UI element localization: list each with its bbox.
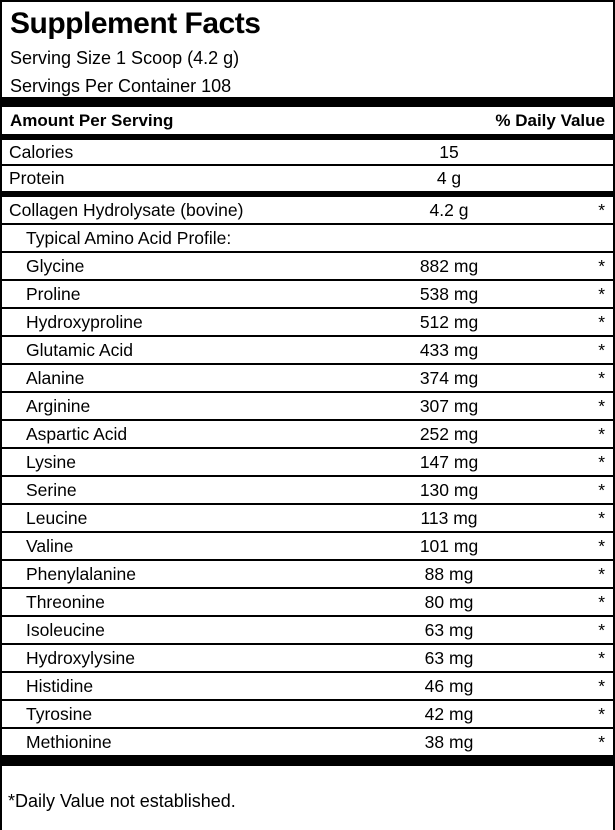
- nutrient-name: Collagen Hydrolysate (bovine): [9, 200, 244, 220]
- table-row: Tyrosine 42 mg *: [2, 701, 613, 729]
- daily-value-cell: *: [598, 284, 605, 304]
- daily-value-cell: *: [598, 200, 605, 220]
- nutrient-amount: 38 mg: [424, 732, 474, 752]
- table-row: Glycine 882 mg *: [2, 253, 613, 281]
- table-row: Arginine 307 mg *: [2, 393, 613, 421]
- table-row: Glutamic Acid 433 mg *: [2, 337, 613, 365]
- column-header-row: Amount Per Serving % Daily Value: [2, 107, 613, 134]
- nutrient-name: Proline: [26, 284, 81, 304]
- nutrient-name: Alanine: [26, 368, 85, 388]
- nutrient-name: Calories: [9, 142, 74, 162]
- daily-value-cell: *: [598, 732, 605, 752]
- nutrient-name: Valine: [26, 536, 74, 556]
- table-row: Protein 4 g: [2, 166, 613, 197]
- table-row: Calories 15: [2, 140, 613, 166]
- nutrient-amount: 80 mg: [424, 592, 474, 612]
- serving-size: Serving Size 1 Scoop (4.2 g): [10, 48, 240, 68]
- nutrient-name: Isoleucine: [26, 620, 105, 640]
- table-row: Collagen Hydrolysate (bovine) 4.2 g *: [2, 197, 613, 225]
- daily-value-header: % Daily Value: [495, 111, 605, 130]
- daily-value-cell: *: [598, 312, 605, 332]
- footnote: *Daily Value not established.: [8, 791, 236, 811]
- nutrient-amount: 882 mg: [419, 256, 479, 276]
- nutrient-amount: 252 mg: [419, 424, 479, 444]
- daily-value-cell: *: [598, 256, 605, 276]
- nutrient-name: Glutamic Acid: [26, 340, 133, 360]
- divider-heavy-bottom: [2, 757, 613, 766]
- nutrient-amount: 538 mg: [419, 284, 479, 304]
- nutrient-amount: 88 mg: [424, 564, 474, 584]
- nutrient-name: Tyrosine: [26, 704, 93, 724]
- daily-value-cell: *: [598, 396, 605, 416]
- nutrient-amount: 433 mg: [419, 340, 479, 360]
- nutrient-name: Aspartic Acid: [26, 424, 128, 444]
- nutrient-amount: 15: [439, 142, 459, 162]
- nutrient-table: Calories 15 Protein 4 g Collagen Hydroly…: [2, 140, 613, 757]
- daily-value-cell: *: [598, 340, 605, 360]
- table-row: Hydroxyproline 512 mg *: [2, 309, 613, 337]
- servings-per-container: Servings Per Container 108: [10, 76, 232, 96]
- table-row: Threonine 80 mg *: [2, 589, 613, 617]
- nutrient-amount: 307 mg: [419, 396, 479, 416]
- table-row: Leucine 113 mg *: [2, 505, 613, 533]
- daily-value-cell: *: [598, 480, 605, 500]
- nutrient-amount: 42 mg: [424, 704, 474, 724]
- nutrient-name: Serine: [26, 480, 77, 500]
- nutrient-amount: 147 mg: [419, 452, 479, 472]
- daily-value-cell: *: [598, 704, 605, 724]
- table-row: Hydroxylysine 63 mg *: [2, 645, 613, 673]
- nutrient-name: Methionine: [26, 732, 112, 752]
- nutrient-amount: 374 mg: [419, 368, 479, 388]
- table-row: Isoleucine 63 mg *: [2, 617, 613, 645]
- table-row: Serine 130 mg *: [2, 477, 613, 505]
- nutrient-name: Arginine: [26, 396, 91, 416]
- label-header: Supplement Facts Serving Size 1 Scoop (4…: [2, 2, 613, 97]
- nutrient-amount: 46 mg: [424, 676, 474, 696]
- divider-heavy-top: [2, 97, 613, 107]
- daily-value-cell: *: [598, 564, 605, 584]
- table-row: Phenylalanine 88 mg *: [2, 561, 613, 589]
- daily-value-cell: *: [598, 508, 605, 528]
- nutrient-name: Leucine: [26, 508, 88, 528]
- table-row: Lysine 147 mg *: [2, 449, 613, 477]
- daily-value-cell: *: [598, 592, 605, 612]
- nutrient-name: Hydroxylysine: [26, 648, 135, 668]
- nutrient-amount: 63 mg: [424, 620, 474, 640]
- nutrient-amount: 101 mg: [419, 536, 479, 556]
- daily-value-cell: *: [598, 368, 605, 388]
- nutrient-name: Phenylalanine: [26, 564, 136, 584]
- nutrient-name: Protein: [9, 168, 65, 188]
- nutrient-amount: 113 mg: [420, 508, 478, 528]
- nutrient-amount: 4.2 g: [429, 200, 469, 220]
- daily-value-cell: *: [598, 452, 605, 472]
- table-row: Histidine 46 mg *: [2, 673, 613, 701]
- nutrient-name: Typical Amino Acid Profile:: [26, 228, 232, 248]
- nutrient-name: Histidine: [26, 676, 94, 696]
- amount-per-serving-header: Amount Per Serving: [10, 111, 174, 130]
- table-row: Alanine 374 mg *: [2, 365, 613, 393]
- nutrient-amount: 4 g: [436, 168, 462, 188]
- daily-value-cell: *: [598, 536, 605, 556]
- daily-value-cell: *: [598, 676, 605, 696]
- table-row: Proline 538 mg *: [2, 281, 613, 309]
- nutrient-amount: 512 mg: [419, 312, 479, 332]
- table-row: Valine 101 mg *: [2, 533, 613, 561]
- nutrient-name: Glycine: [26, 256, 85, 276]
- nutrient-name: Lysine: [26, 452, 76, 472]
- nutrient-amount: 130 mg: [419, 480, 479, 500]
- table-row: Typical Amino Acid Profile:: [2, 225, 613, 253]
- daily-value-cell: *: [598, 648, 605, 668]
- nutrient-name: Hydroxyproline: [26, 312, 143, 332]
- divider-medium-header: [2, 134, 613, 140]
- nutrient-name: Threonine: [26, 592, 105, 612]
- page-title: Supplement Facts: [10, 7, 261, 40]
- daily-value-cell: *: [598, 620, 605, 640]
- table-row: Methionine 38 mg *: [2, 729, 613, 757]
- nutrient-amount: 63 mg: [424, 648, 474, 668]
- table-row: Aspartic Acid 252 mg *: [2, 421, 613, 449]
- daily-value-cell: *: [598, 424, 605, 444]
